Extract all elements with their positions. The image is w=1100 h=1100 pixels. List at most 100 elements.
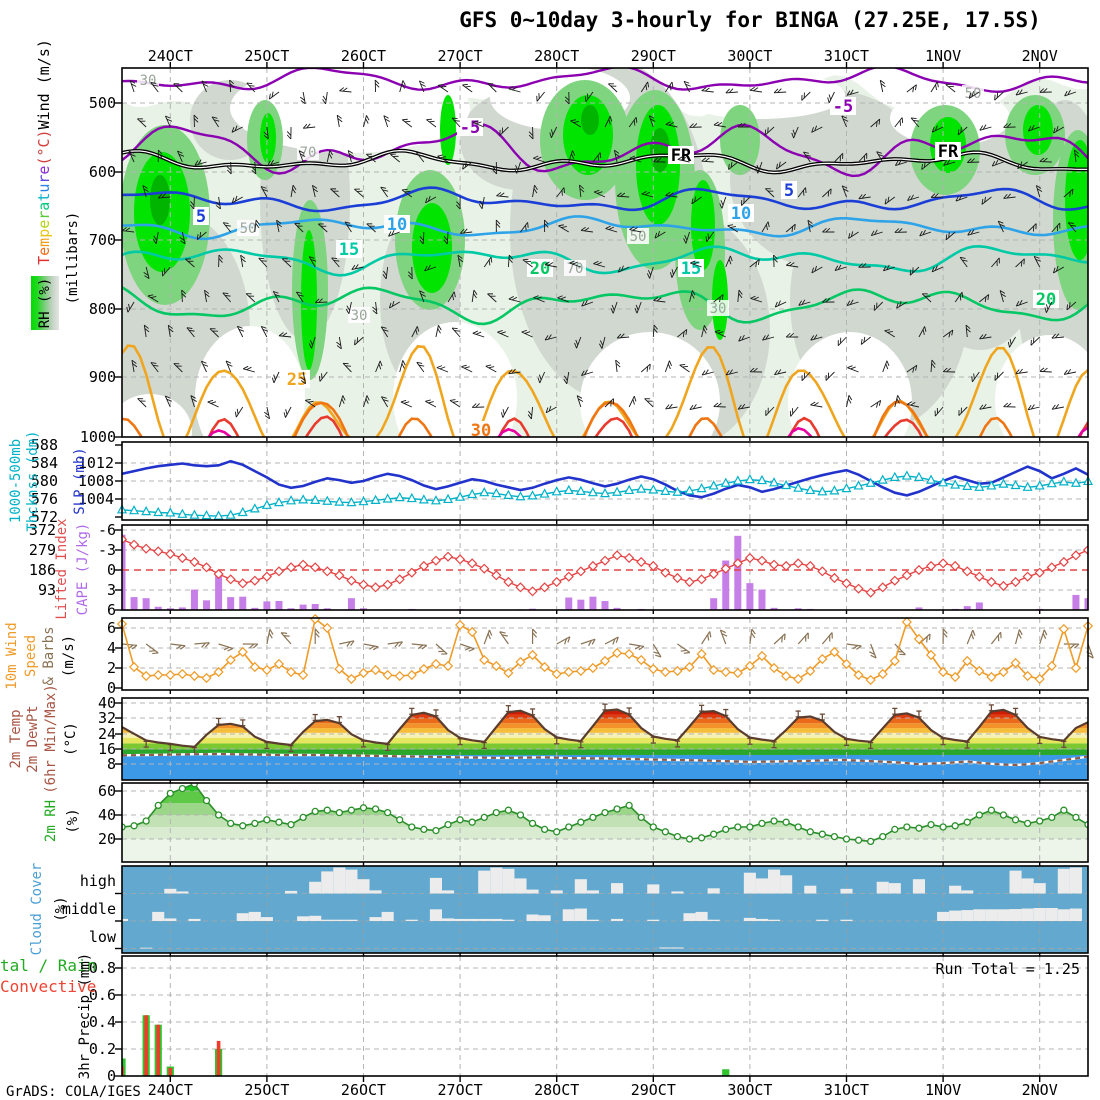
- panel3-li-cape: [122, 525, 1088, 610]
- svg-text:1NOV: 1NOV: [925, 1081, 961, 1099]
- svg-text:2: 2: [107, 659, 116, 677]
- svg-text:70: 70: [567, 261, 584, 277]
- surface-wind-barbs: [121, 628, 1094, 659]
- svg-text:high: high: [80, 872, 116, 890]
- panel1-axis-label: Temperature(°C)Wind (m/s): [35, 39, 53, 265]
- svg-text:20: 20: [1036, 290, 1056, 310]
- panel8-precip: [122, 956, 1088, 1076]
- panel7-cloud-cover: [122, 866, 1088, 953]
- svg-text:29OCT: 29OCT: [631, 1081, 676, 1099]
- wind10m-label-1: 10m Wind: [4, 622, 20, 690]
- svg-text:3: 3: [107, 581, 116, 599]
- svg-text:30OCT: 30OCT: [727, 1081, 772, 1099]
- svg-text:50: 50: [240, 221, 257, 237]
- precip-convective-legend: Convective: [0, 977, 97, 996]
- rh2m-unit-label: (%): [65, 808, 81, 834]
- wind-label: Wind (m/s): [35, 39, 53, 130]
- svg-text:-5: -5: [833, 97, 853, 117]
- temperature-label: Temperature: [35, 165, 53, 265]
- panel2-thickness-slp: [116, 442, 1094, 520]
- cloud-cover-label: Cloud Cover: [29, 862, 45, 956]
- svg-text:30: 30: [351, 308, 368, 324]
- svg-text:29OCT: 29OCT: [631, 47, 676, 65]
- svg-text:186: 186: [29, 561, 56, 579]
- svg-text:25OCT: 25OCT: [244, 1081, 289, 1099]
- svg-text:15: 15: [681, 259, 701, 279]
- svg-text:93: 93: [38, 581, 56, 599]
- svg-text:31OCT: 31OCT: [824, 47, 869, 65]
- svg-text:584: 584: [31, 454, 58, 472]
- slp-label: SLP (mb): [72, 447, 88, 515]
- svg-text:0: 0: [107, 679, 116, 697]
- svg-text:30OCT: 30OCT: [727, 47, 772, 65]
- svg-text:26OCT: 26OCT: [341, 47, 386, 65]
- cloud-unit-label: (%): [53, 896, 69, 922]
- svg-text:27OCT: 27OCT: [438, 1081, 483, 1099]
- dewpt-label: 2m DewPt: [25, 705, 41, 773]
- svg-text:32: 32: [98, 709, 116, 727]
- svg-text:5: 5: [196, 207, 206, 227]
- svg-text:low: low: [89, 928, 117, 946]
- svg-text:576: 576: [31, 490, 58, 508]
- svg-text:600: 600: [89, 163, 116, 181]
- t2m-unit-label: (°C): [63, 722, 79, 756]
- svg-text:6: 6: [107, 619, 116, 637]
- svg-text:24OCT: 24OCT: [148, 1081, 193, 1099]
- svg-text:20: 20: [530, 259, 550, 279]
- panel5-t2m: [122, 698, 1088, 780]
- svg-text:2NOV: 2NOV: [1022, 47, 1058, 65]
- svg-text:1NOV: 1NOV: [925, 47, 961, 65]
- svg-text:2NOV: 2NOV: [1022, 1081, 1058, 1099]
- t2m-label: 2m Temp: [8, 709, 24, 769]
- svg-text:20: 20: [98, 830, 116, 848]
- svg-text:30: 30: [140, 73, 157, 89]
- svg-text:25: 25: [287, 370, 307, 390]
- panel6-rh2m: [122, 783, 1088, 862]
- svg-text:FR: FR: [671, 146, 692, 166]
- minmax-label: (6hr Min/Max): [43, 684, 59, 794]
- svg-text:50: 50: [630, 229, 647, 245]
- svg-text:4: 4: [107, 639, 116, 657]
- svg-text:1008: 1008: [78, 472, 114, 490]
- page-title: GFS 0~10day 3-hourly for BINGA (27.25E, …: [459, 8, 1041, 32]
- svg-text:60: 60: [98, 782, 116, 800]
- svg-text:15: 15: [339, 240, 359, 260]
- wind10m-label-2: Speed: [23, 634, 39, 678]
- svg-text:70: 70: [300, 145, 317, 161]
- svg-text:10: 10: [387, 215, 407, 235]
- svg-text:middle: middle: [62, 900, 116, 918]
- thickness-label-1: 1000-500mb: [8, 438, 24, 524]
- svg-text:572: 572: [31, 508, 58, 526]
- svg-text:1000: 1000: [80, 428, 116, 446]
- svg-text:40: 40: [98, 806, 116, 824]
- rh-legend-label: RH (%): [37, 277, 53, 329]
- svg-text:28OCT: 28OCT: [534, 47, 579, 65]
- cape-label: CAPE (J/kg): [75, 522, 91, 616]
- svg-text:580: 580: [31, 472, 58, 490]
- svg-text:0: 0: [107, 1067, 116, 1085]
- svg-text:30: 30: [471, 421, 491, 441]
- svg-text:28OCT: 28OCT: [534, 1081, 579, 1099]
- svg-text:0.8: 0.8: [89, 959, 116, 977]
- svg-text:31OCT: 31OCT: [824, 1081, 869, 1099]
- lifted-index-label: Lifted Index: [54, 518, 70, 620]
- svg-text:800: 800: [89, 300, 116, 318]
- svg-text:-6: -6: [98, 521, 116, 539]
- svg-text:279: 279: [29, 541, 56, 559]
- grads-credit: GrADS: COLA/IGES: [6, 1084, 141, 1100]
- wind10m-label-3: & Barbs: [41, 626, 57, 686]
- svg-text:0.2: 0.2: [89, 1040, 116, 1058]
- svg-text:0.6: 0.6: [89, 986, 116, 1004]
- svg-text:26OCT: 26OCT: [341, 1081, 386, 1099]
- upper-wind-barbs: [122, 79, 1080, 420]
- svg-text:0: 0: [107, 561, 116, 579]
- svg-text:10: 10: [731, 204, 751, 224]
- precip-rain-legend: tal / Rain: [0, 956, 97, 975]
- svg-text:25OCT: 25OCT: [244, 47, 289, 65]
- panel4-wind10m: [116, 613, 1094, 690]
- svg-text:8: 8: [107, 755, 116, 773]
- rh2m-label: 2m RH: [43, 799, 59, 843]
- svg-text:372: 372: [29, 521, 56, 539]
